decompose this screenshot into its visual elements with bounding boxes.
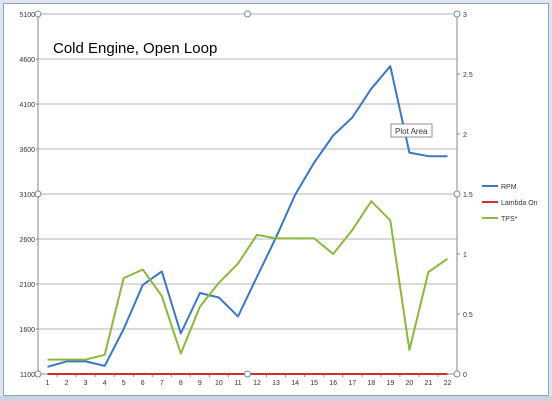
- x-axis-ticks: 1 2 3 4 5 6 7 8 9 10 11 12 13 14 15 16 17 18 19 20 21 22: [37, 374, 452, 387]
- series-line-rpm: [47, 65, 448, 368]
- x-tick-label: 14: [291, 380, 299, 387]
- right-tick-label: 1: [463, 252, 467, 259]
- left-tick-label: 1100: [20, 372, 35, 379]
- right-axis-ticks: 3 2.5 2 1.5 1 0.5 0: [457, 12, 473, 379]
- series-lines: [47, 65, 449, 375]
- chart-window: 5100 4600 4100 3600 3100 2600 2100 1600 1100 3 2.…: [3, 3, 549, 396]
- x-tick-label: 16: [329, 380, 337, 387]
- right-tick-label: 2: [463, 132, 467, 139]
- series-line-tps: [47, 200, 449, 361]
- x-tick-label: 13: [272, 380, 280, 387]
- x-tick-label: 22: [444, 380, 452, 387]
- x-tick-label: 6: [141, 380, 145, 387]
- x-tick-label: 17: [348, 380, 356, 387]
- right-tick-label: 0: [463, 372, 467, 379]
- x-tick-label: 19: [386, 380, 394, 387]
- x-tick-label: 3: [84, 380, 88, 387]
- sheet-tab-strip: [0, 396, 552, 401]
- left-tick-label: 3600: [19, 147, 35, 154]
- legend[interactable]: RPM Lambda On TPS*: [482, 184, 538, 223]
- x-tick-label: 2: [65, 380, 69, 387]
- x-tick-label: 5: [122, 380, 126, 387]
- plot-area-handle[interactable]: [453, 10, 461, 18]
- plot-area-handle[interactable]: [34, 370, 42, 378]
- right-tick-label: 3: [463, 12, 467, 19]
- left-tick-label: 4100: [19, 102, 35, 109]
- plot-area-handle[interactable]: [34, 190, 42, 198]
- x-tick-label: 21: [425, 380, 433, 387]
- legend-tps-label: TPS*: [501, 216, 518, 223]
- x-tick-label: 9: [198, 380, 202, 387]
- x-tick-label: 15: [310, 380, 318, 387]
- plot-area-handles[interactable]: [34, 10, 461, 378]
- left-tick-label: 2100: [19, 282, 35, 289]
- plot-area-handle[interactable]: [453, 370, 461, 378]
- plot-area-handle[interactable]: [244, 10, 251, 18]
- plot-area-handle[interactable]: [244, 370, 251, 378]
- left-tick-label: 4600: [19, 57, 35, 64]
- x-tick-label: 20: [405, 380, 413, 387]
- x-tick-label: 1: [46, 380, 50, 387]
- plot-area-handle[interactable]: [453, 190, 461, 198]
- left-tick-label: 2600: [19, 237, 35, 244]
- x-tick-label: 12: [253, 380, 261, 387]
- plot-area-tooltip: Plot Area: [390, 123, 433, 138]
- legend-rpm-label: RPM: [501, 184, 517, 191]
- x-tick-label: 10: [215, 380, 223, 387]
- left-tick-label: 5100: [19, 12, 35, 19]
- x-tick-label: 8: [179, 380, 183, 387]
- left-tick-label: 1600: [19, 327, 35, 334]
- x-tick-label: 7: [160, 380, 164, 387]
- chart-title: Cold Engine, Open Loop: [53, 40, 217, 57]
- plot-area-handle[interactable]: [34, 10, 42, 18]
- legend-lambda-on-label: Lambda On: [501, 200, 538, 207]
- tooltip-label: Plot Area: [395, 127, 428, 136]
- left-tick-label: 3100: [19, 192, 35, 199]
- right-tick-label: 2.5: [463, 72, 473, 79]
- x-tick-label: 11: [234, 380, 241, 387]
- x-tick-label: 18: [367, 380, 375, 387]
- x-tick-label: 4: [103, 380, 107, 387]
- right-tick-label: 0.5: [463, 312, 473, 319]
- gridlines: [37, 13, 458, 375]
- right-tick-label: 1.5: [463, 192, 473, 199]
